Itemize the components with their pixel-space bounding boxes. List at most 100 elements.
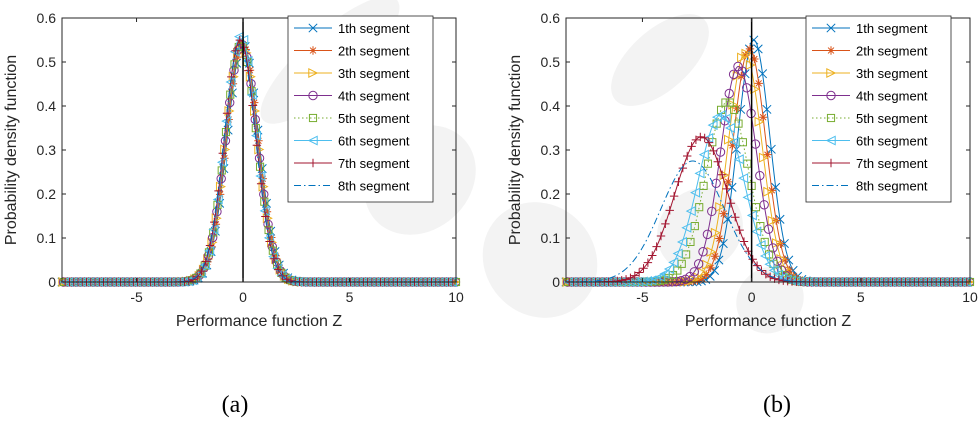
panel-1-series-7-point: [652, 242, 661, 251]
panel-1-series-6-point: [733, 154, 744, 165]
panel-1-series-7-point: [722, 184, 731, 194]
panel-1-series-4-point: [728, 69, 739, 80]
panel-1-series-7-point: [739, 237, 749, 246]
panel-1-series-7-point: [678, 163, 688, 173]
legend-swatch-marker: [826, 67, 837, 79]
panel-1-series-3-point: [758, 152, 769, 163]
legend-swatch-marker: [308, 23, 318, 33]
panel-0-series-7-point: [193, 272, 202, 281]
panel-1-series-2-point: [750, 54, 759, 64]
panel-1-series-4-point: [707, 206, 717, 217]
panel-1-series-2-point: [706, 263, 715, 273]
legend-entry: 4th segment: [294, 89, 410, 104]
panel-1-series-2-point: [715, 234, 724, 243]
x-tick-label: 10: [448, 289, 464, 305]
panel-1-series-3-point: [745, 59, 756, 70]
panel-1-series-6-point: [773, 269, 784, 280]
panel-1-series-7-point: [661, 219, 670, 229]
panel-1-series-6-point: [764, 259, 775, 270]
legend-label: 6th segment: [338, 134, 410, 149]
legend-label: 7th segment: [856, 156, 928, 171]
panel-a-caption: (a): [222, 392, 249, 418]
panel-1-series-1-point: [766, 144, 776, 154]
panel-1-series-4-point: [755, 170, 765, 181]
legend-box: [287, 15, 434, 203]
legend-swatch-marker: [825, 135, 836, 146]
panel-1-series-6-point: [659, 268, 670, 279]
panel-1-series-1-point: [762, 104, 772, 114]
legend-swatch-marker: [308, 158, 318, 168]
panel-1-series-3-point: [741, 48, 752, 59]
panel-1-series-6-point: [759, 250, 770, 261]
panel-0-series-7-point: [244, 66, 253, 75]
legend-swatch-marker: [826, 113, 836, 123]
legend-label: 5th segment: [856, 111, 928, 126]
panel-1-series-6-point: [685, 206, 696, 217]
panel-1-series-4-point: [698, 247, 708, 257]
panel-1-series-6-point: [725, 122, 736, 133]
panel-1-series-6-point: [668, 257, 679, 268]
panel-1-series-7-point: [626, 273, 635, 283]
panel-1-series-7-point: [748, 255, 757, 264]
panel-1-series-6-point: [755, 240, 766, 251]
panel-1-series-7-point: [726, 199, 736, 208]
y-tick-label: 0.5: [37, 54, 57, 70]
panel-1-series-1-point: [757, 69, 768, 79]
x-tick-label: 5: [346, 289, 354, 305]
x-tick-label: 0: [748, 289, 756, 305]
y-tick-label: 0.3: [541, 142, 561, 158]
panel-0-series-4-point: [263, 219, 273, 229]
panel-1-series-7-point: [665, 206, 674, 215]
y-tick-label: 0: [48, 274, 56, 290]
x-tick-label: -5: [130, 289, 143, 305]
panel-1-series-5-point: [725, 98, 734, 107]
panel-1-series-2-point: [723, 177, 733, 187]
panel-1-series-1-point: [718, 238, 728, 249]
legend-label: 2th segment: [338, 44, 410, 59]
panel-a-ticks: -5 0 5 10 0 0.1 0.2 0.3 0.4 0.5 0.6: [37, 10, 464, 305]
legend-swatch-marker: [826, 23, 836, 33]
panel-1-series-6-point: [681, 222, 692, 233]
legend-entry: 6th segment: [294, 134, 410, 149]
panel-1-series-7-point: [648, 251, 657, 260]
y-tick-label: 0.3: [37, 142, 57, 158]
panel-1-series-2-point: [697, 274, 707, 283]
panel-a-legend: 1th segment 2th segment 3th segment 4th seg…: [287, 15, 434, 203]
panel-1-series-6-point: [786, 275, 797, 286]
panel-b-caption: (b): [763, 392, 791, 418]
legend-swatch-marker: [308, 90, 318, 101]
panel-1-series-2-point: [702, 270, 711, 279]
panel-1-series-5-point: [699, 181, 708, 190]
panel-1-series-4-point: [676, 276, 686, 286]
panel-1-series-7-point: [713, 157, 722, 167]
y-tick-label: 0.6: [541, 10, 561, 26]
panel-1-series-5-point: [738, 138, 747, 147]
panel-1-series-6-point: [698, 149, 709, 160]
legend-entry: 6th segment: [812, 134, 928, 149]
panel-1-series-3-point: [754, 116, 765, 127]
panel-1-series-6-point: [720, 113, 731, 124]
legend-label: 2th segment: [856, 44, 928, 59]
panel-1-series-7-point: [630, 271, 639, 280]
panel-1-series-5-point: [730, 105, 739, 114]
panel-1-series-4-point: [702, 229, 713, 240]
panel-1-series-4-point: [715, 147, 726, 157]
panel-b-x-axis-label: Performance function Z: [685, 313, 852, 330]
panel-1-series-3-point: [723, 134, 735, 145]
legend-label: 7th segment: [338, 156, 410, 171]
panel-1-series-6-point: [642, 276, 653, 287]
panel-0-series-7-point: [273, 265, 283, 274]
panel-1-series-5-point: [677, 259, 686, 268]
panel-b-y-axis-label: Probability density function: [507, 55, 524, 245]
panel-1-series-6-point: [707, 120, 718, 131]
panel-1-series-7-point: [613, 276, 622, 286]
legend-entry: 2th segment: [294, 44, 410, 59]
panel-1-series-6-point: [738, 173, 749, 184]
panel-0-series-6-point: [276, 270, 287, 281]
panel-1-series-5-point: [716, 105, 726, 114]
y-tick-label: 0.4: [37, 98, 57, 114]
panel-1-series-7-point: [774, 275, 784, 285]
y-tick-label: 0: [552, 274, 560, 290]
y-tick-label: 0.2: [37, 186, 57, 202]
